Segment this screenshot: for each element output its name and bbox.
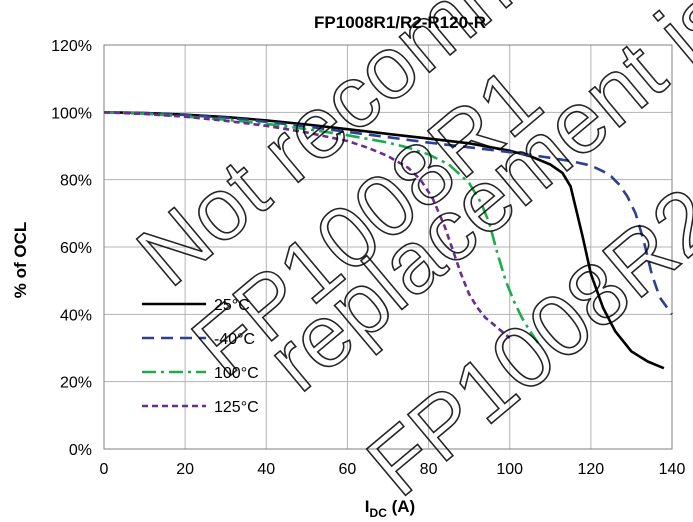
chart-title: FP1008R1/R2-R120-R (314, 13, 486, 32)
x-tick-label: 60 (339, 461, 357, 478)
series-line-3 (103, 111, 540, 344)
legend-label-3: 100°C (214, 365, 259, 382)
watermark: Not recommended for FP1008R1 replacement… (118, 0, 693, 515)
y-tick-labels: 0% 20% 40% 60% 80% 100% 120% (51, 38, 92, 459)
x-tick-label: 20 (176, 461, 194, 478)
y-tick-label: 20% (60, 375, 92, 392)
series-lines (103, 111, 674, 370)
x-axis-label: IDC (A) (365, 497, 415, 520)
x-tick-label: 0 (100, 461, 109, 478)
legend-label-1: 25°C (214, 297, 250, 314)
legend-label-2: -40°C (214, 331, 255, 348)
x-tick-label: 80 (420, 461, 438, 478)
x-axis-label-subscript: DC (370, 506, 388, 520)
series-line-4 (103, 111, 511, 339)
x-tick-label: 140 (659, 461, 686, 478)
x-tick-label: 120 (578, 461, 605, 478)
y-tick-label: 80% (60, 173, 92, 190)
series-line-2 (103, 111, 674, 316)
y-tick-label: 100% (51, 105, 92, 122)
x-tick-labels: 0 20 40 60 80 100 120 140 (100, 461, 686, 478)
x-axis-label-unit: (A) (387, 497, 415, 516)
y-axis-label: % of OCL (11, 222, 30, 299)
y-tick-label: 0% (69, 442, 92, 459)
y-tick-label: 120% (51, 38, 92, 55)
legend: 25°C -40°C 100°C 125°C (142, 297, 259, 416)
plot-frame (103, 44, 673, 450)
x-tick-label: 100 (496, 461, 523, 478)
x-tick-label: 40 (257, 461, 275, 478)
grid (103, 44, 673, 450)
y-tick-label: 60% (60, 240, 92, 257)
x-axis-label-main: I (365, 497, 370, 516)
legend-label-4: 125°C (214, 399, 259, 416)
y-tick-label: 40% (60, 307, 92, 324)
